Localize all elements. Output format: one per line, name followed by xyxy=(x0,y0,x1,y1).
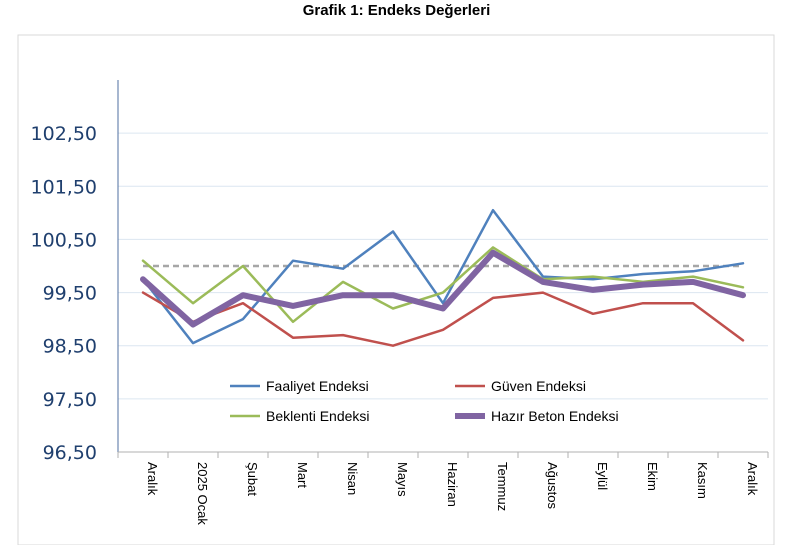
y-tick-label: 96,50 xyxy=(43,442,97,464)
x-tick-label: Eylül xyxy=(595,462,610,490)
x-tick-label: Ağustos xyxy=(545,462,560,509)
series-line-2 xyxy=(141,291,745,347)
x-tick-label: Kasım xyxy=(695,462,710,499)
x-axis-ticks: Aralık 2025 Ocak Şubat Mart Nisan Mayıs Hazira… xyxy=(145,462,760,525)
x-tick-label: Nisan xyxy=(345,462,360,495)
y-tick-label: 101,50 xyxy=(31,176,97,198)
gridlines xyxy=(118,132,768,400)
y-axis-ticks: 96,50 97,50 98,50 99,50 100,50 101,50 102,50 xyxy=(31,123,97,464)
series-line-1 xyxy=(141,208,745,345)
x-tick-label: Mayıs xyxy=(395,462,410,497)
x-tick-label: Ekim xyxy=(645,462,660,491)
legend-label: Beklenti Endeksi xyxy=(266,408,370,424)
legend: Faaliyet Endeksi Güven Endeksi Beklenti En… xyxy=(230,378,619,424)
y-tick-label: 100,50 xyxy=(31,229,97,251)
series-group xyxy=(140,208,746,347)
legend-label: Faaliyet Endeksi xyxy=(266,378,369,394)
x-tick-label: Mart xyxy=(295,462,310,488)
x-tick-label: Temmuz xyxy=(495,462,510,511)
x-tick-label: 2025 Ocak xyxy=(195,462,210,525)
x-tick-label: Haziran xyxy=(445,462,460,507)
y-tick-label: 102,50 xyxy=(31,123,97,145)
y-tick-label: 98,50 xyxy=(43,336,97,358)
x-tick-label: Şubat xyxy=(245,462,260,496)
y-tick-label: 97,50 xyxy=(43,389,97,411)
x-tick-label: Aralık xyxy=(745,462,760,496)
series-line-4 xyxy=(140,249,746,328)
legend-label: Güven Endeksi xyxy=(491,378,586,394)
x-tick-label: Aralık xyxy=(145,462,160,496)
axes xyxy=(117,80,769,458)
y-tick-label: 99,50 xyxy=(43,283,97,305)
plot-frame xyxy=(17,34,775,545)
legend-label: Hazır Beton Endeksi xyxy=(491,408,619,424)
chart-title: Grafik 1: Endeks Değerleri xyxy=(302,2,491,19)
